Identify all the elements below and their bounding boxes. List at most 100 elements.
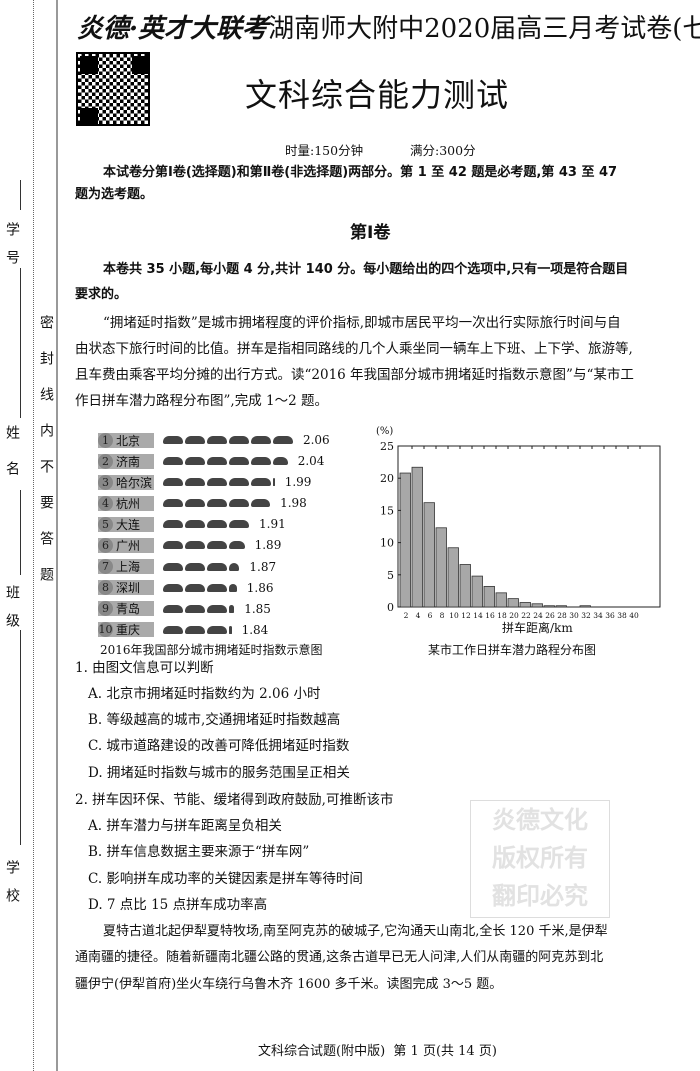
car-icon (251, 478, 271, 487)
q1-option-d: D. 拥堵延时指数与城市的服务范围呈正相关 (88, 765, 350, 781)
city-label: 3 哈尔滨 (98, 474, 154, 490)
car-icon (207, 583, 227, 592)
city-row: 7 上海 1.87 (98, 557, 358, 577)
question-1-stem: 1. 由图文信息可以判断 (75, 660, 214, 676)
car-bar (163, 478, 275, 487)
car-bar (163, 499, 271, 508)
watermark-text: 版权所有 (492, 843, 588, 872)
histogram-bar (543, 605, 555, 608)
passage-line: 作日拼车潜力路程分布图”,完成 1～2 题。 (75, 393, 328, 409)
car-icon (229, 436, 249, 444)
car-icon (229, 457, 249, 466)
x-tick-label: 36 (605, 611, 615, 620)
x-tick-label: 12 (461, 611, 471, 620)
x-tick-label: 26 (545, 611, 555, 620)
instructions-line: 本卷共 35 小题,每小题 4 分,共计 140 分。每小题给出的四个选项中,只… (103, 262, 629, 277)
car-icon (185, 583, 205, 592)
city-name: 重庆 (116, 623, 141, 638)
histogram-bar (435, 527, 447, 608)
passage-line: 夏特古道北起伊犁夏特牧场,南至阿克苏的破城子,它沟通天山南北,全长 120 千米… (103, 924, 608, 939)
car-icon (229, 604, 235, 613)
car-icon (163, 604, 183, 613)
value-label: 1.85 (244, 601, 271, 616)
chart-caption: 某市工作日拼车潜力路程分布图 (428, 643, 597, 657)
car-icon (163, 625, 183, 634)
underline (20, 490, 21, 575)
car-icon (185, 478, 205, 487)
city-label: 1 北京 (98, 432, 154, 448)
underline (20, 268, 21, 418)
value-label: 1.98 (280, 496, 307, 511)
page-footer: 文科综合试题(附中版) 第 1 页(共 14 页) (258, 1044, 497, 1059)
city-row: 1 北京 2.06 (98, 430, 358, 450)
x-tick-label: 24 (533, 611, 543, 620)
rank-badge: 9 (98, 601, 113, 617)
car-icon (229, 583, 237, 592)
city-row: 8 深圳 1.86 (98, 578, 358, 598)
car-bar (163, 625, 232, 634)
city-label: 6 广州 (98, 537, 154, 553)
x-tick-label: 20 (509, 611, 519, 620)
city-label: 10 重庆 (98, 622, 154, 638)
passage-line: 由状态下旅行时间的比值。拼车是指相同路线的几个人乘坐同一辆车上下班、上下学、旅游… (75, 341, 633, 357)
x-tick-label: 34 (593, 611, 603, 620)
watermark-text: 炎德文化 (492, 805, 588, 834)
histogram-bar (447, 547, 459, 608)
q2-option-a: A. 拼车潜力与拼车距离呈负相关 (88, 818, 282, 834)
car-icon (185, 541, 205, 550)
q1-option-b: B. 等级越高的城市,交通拥堵延时指数越高 (88, 712, 341, 728)
qr-code-icon (76, 52, 150, 126)
car-icon (229, 541, 245, 550)
passage-line: “拥堵延时指数”是城市拥堵程度的评价指标,即城市居民平均一次出行实际旅行时间与自 (103, 315, 621, 331)
car-icon (185, 499, 205, 508)
car-icon (229, 478, 249, 487)
city-row: 3 哈尔滨 1.99 (98, 472, 358, 492)
car-icon (163, 457, 183, 466)
seal-notice: 密封线内不要答题 (38, 315, 54, 603)
x-tick-label: 2 (404, 611, 409, 620)
margin-border (56, 0, 58, 1071)
series-name: 炎德·英才大联考 (77, 14, 269, 44)
y-tick-label: 5 (387, 569, 394, 582)
histogram-bar (507, 598, 519, 608)
y-tick-label: 20 (380, 472, 394, 485)
carpool-distance-chart: 2 4 6 8 10 12 14 16 18 20 22 24 26 28 30 32 34 36 38 400510… (376, 426, 661, 635)
city-label: 8 深圳 (98, 580, 154, 596)
histogram-bar (399, 472, 411, 608)
car-icon (185, 520, 205, 529)
value-label: 1.86 (246, 580, 274, 595)
car-bar (163, 520, 249, 529)
y-tick-label: 10 (380, 537, 394, 550)
exam-score: 满分:300分 (410, 143, 476, 158)
section-title: 第Ⅰ卷 (350, 223, 391, 243)
value-label: 1.87 (249, 559, 277, 574)
passage-line: 通南疆的捷径。随着新疆南北疆公路的贯通,这条古道早已无人问津,人们从南疆的阿克苏… (75, 950, 604, 965)
car-icon (273, 457, 288, 466)
histogram-bar (471, 575, 483, 608)
watermark: 炎德文化 版权所有 翻印必究 (470, 800, 610, 918)
car-bar (163, 583, 237, 592)
histogram-bar (531, 603, 543, 608)
instructions-line: 要求的。 (75, 287, 128, 302)
car-icon (207, 520, 227, 529)
dotted-cut-line (33, 0, 34, 1071)
city-row: 4 杭州 1.98 (98, 493, 358, 513)
value-label: 2.04 (297, 454, 325, 469)
x-tick-label: 8 (440, 611, 445, 620)
city-name: 青岛 (116, 602, 141, 617)
value-label: 1.84 (241, 622, 269, 637)
question-2-stem: 2. 拼车因环保、节能、缓堵得到政府鼓励,可推断该市 (75, 792, 394, 808)
q1-option-c: C. 城市道路建设的改善可降低拥堵延时指数 (88, 738, 350, 754)
car-icon (185, 625, 205, 634)
car-icon (229, 499, 249, 508)
car-bar (163, 541, 245, 550)
x-tick-label: 38 (617, 611, 627, 620)
histogram-bar (459, 564, 471, 608)
car-icon (163, 541, 183, 550)
city-row: 10 重庆 1.84 (98, 620, 358, 640)
car-icon (163, 436, 183, 444)
car-icon (207, 562, 227, 571)
car-icon (207, 499, 227, 508)
x-tick-label: 18 (497, 611, 507, 620)
y-tick-label: 0 (387, 601, 394, 614)
